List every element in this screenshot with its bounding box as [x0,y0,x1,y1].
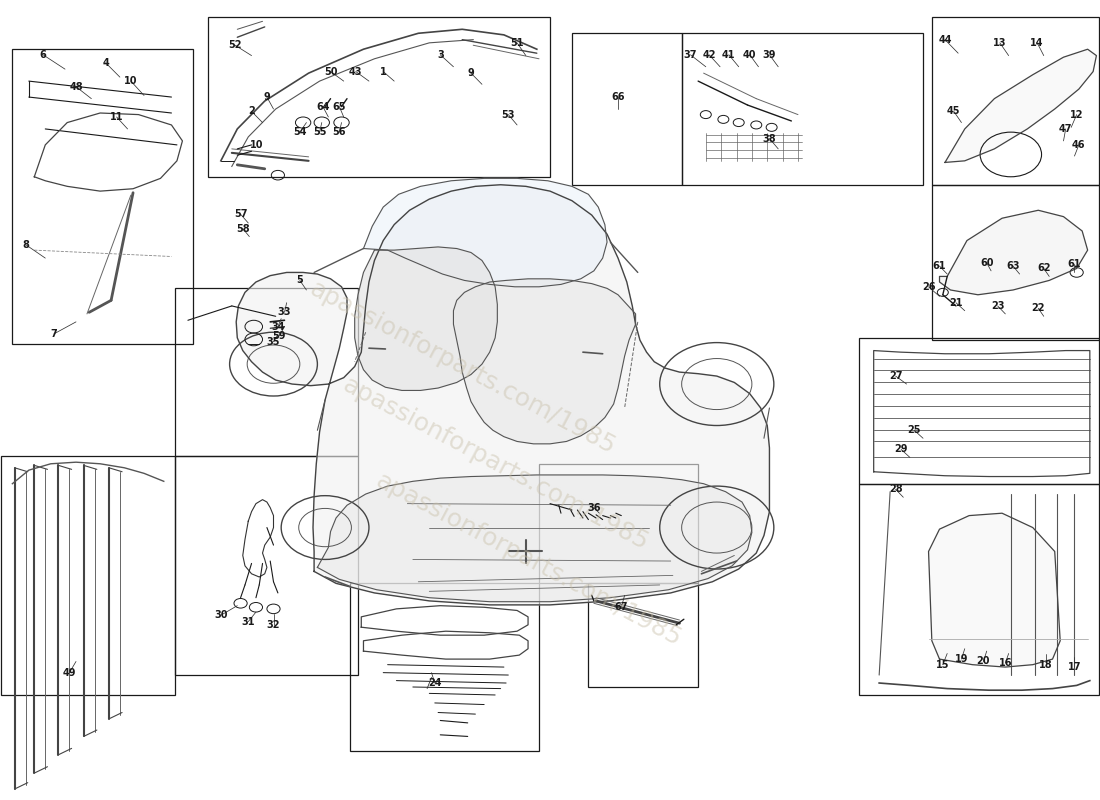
Text: 45: 45 [947,106,960,117]
Text: 27: 27 [889,371,902,381]
Text: 5: 5 [297,275,304,286]
Text: 42: 42 [702,50,716,60]
Text: 66: 66 [612,92,625,102]
Text: 21: 21 [949,298,962,308]
Polygon shape [945,50,1097,162]
Text: 22: 22 [1032,303,1045,314]
Text: 51: 51 [510,38,524,48]
Bar [208,18,550,177]
Text: apassionforparts.com/1985: apassionforparts.com/1985 [305,277,619,459]
Text: 44: 44 [938,34,952,45]
Text: 3: 3 [437,50,443,60]
Bar [588,583,698,687]
Bar [1,456,175,695]
Bar [175,288,358,456]
Text: 34: 34 [271,322,285,332]
Text: 11: 11 [110,112,123,122]
Text: 4: 4 [102,58,109,68]
Text: 33: 33 [277,307,292,318]
Text: 15: 15 [936,660,949,670]
Text: 13: 13 [993,38,1007,48]
Bar [539,464,698,583]
Text: 36: 36 [587,502,601,513]
Text: 46: 46 [1072,140,1086,150]
Text: 64: 64 [316,102,330,112]
Text: 17: 17 [1068,662,1081,672]
Text: 35: 35 [266,337,280,347]
Text: 56: 56 [332,127,346,137]
Polygon shape [453,279,636,444]
Text: apassionforparts.com/1985: apassionforparts.com/1985 [338,373,652,555]
Text: 53: 53 [502,110,515,119]
Polygon shape [318,475,752,602]
Text: 59: 59 [272,331,286,342]
Text: 31: 31 [242,617,255,626]
Text: 16: 16 [999,658,1012,668]
Text: 28: 28 [889,484,902,494]
Text: 25: 25 [908,426,921,435]
Text: 2: 2 [249,106,255,117]
Bar [12,50,194,344]
Text: 20: 20 [977,657,990,666]
Text: 19: 19 [955,654,968,664]
Text: 9: 9 [264,92,271,102]
Text: 12: 12 [1070,110,1084,119]
Polygon shape [928,514,1060,667]
Text: 24: 24 [428,678,441,688]
Text: 37: 37 [684,50,697,60]
Text: 48: 48 [69,82,82,92]
Bar [682,34,923,185]
Text: 40: 40 [742,50,757,60]
Polygon shape [939,210,1088,294]
Text: 61: 61 [933,261,946,271]
Bar [932,185,1099,340]
Bar [932,18,1099,185]
Text: 54: 54 [293,127,307,137]
Text: 62: 62 [1037,263,1050,274]
Text: 47: 47 [1059,124,1072,134]
Text: 39: 39 [762,50,777,60]
Text: 29: 29 [894,445,908,454]
Text: apassionforparts.com/1985: apassionforparts.com/1985 [371,468,685,650]
Text: 1: 1 [379,66,386,77]
Text: 55: 55 [312,127,327,137]
Bar [859,338,1099,484]
Text: 32: 32 [266,620,280,630]
Text: 52: 52 [229,40,242,50]
Text: 8: 8 [22,239,29,250]
Text: 38: 38 [762,134,777,143]
Bar [859,484,1099,695]
Text: 49: 49 [63,668,76,678]
Text: 23: 23 [991,301,1004,311]
Text: 10: 10 [124,76,138,86]
Polygon shape [354,247,497,390]
Polygon shape [363,178,607,286]
Text: 6: 6 [40,50,46,60]
Bar [350,583,539,750]
Text: 10: 10 [251,140,264,150]
Text: 18: 18 [1040,660,1053,670]
Text: 67: 67 [615,602,628,612]
Bar [175,456,358,675]
Text: 26: 26 [922,282,935,292]
Text: 14: 14 [1031,38,1044,48]
Text: 65: 65 [332,102,346,112]
Text: 30: 30 [214,610,228,620]
Text: 63: 63 [1006,261,1020,271]
Text: 7: 7 [51,329,57,339]
Text: 60: 60 [980,258,993,268]
Text: 9: 9 [468,68,474,78]
Text: 43: 43 [349,66,363,77]
Text: 50: 50 [323,66,338,77]
Bar [572,34,682,185]
Text: 57: 57 [234,210,248,219]
Polygon shape [236,185,769,605]
Text: 41: 41 [722,50,736,60]
Text: 61: 61 [1068,259,1081,270]
Text: 58: 58 [236,223,250,234]
